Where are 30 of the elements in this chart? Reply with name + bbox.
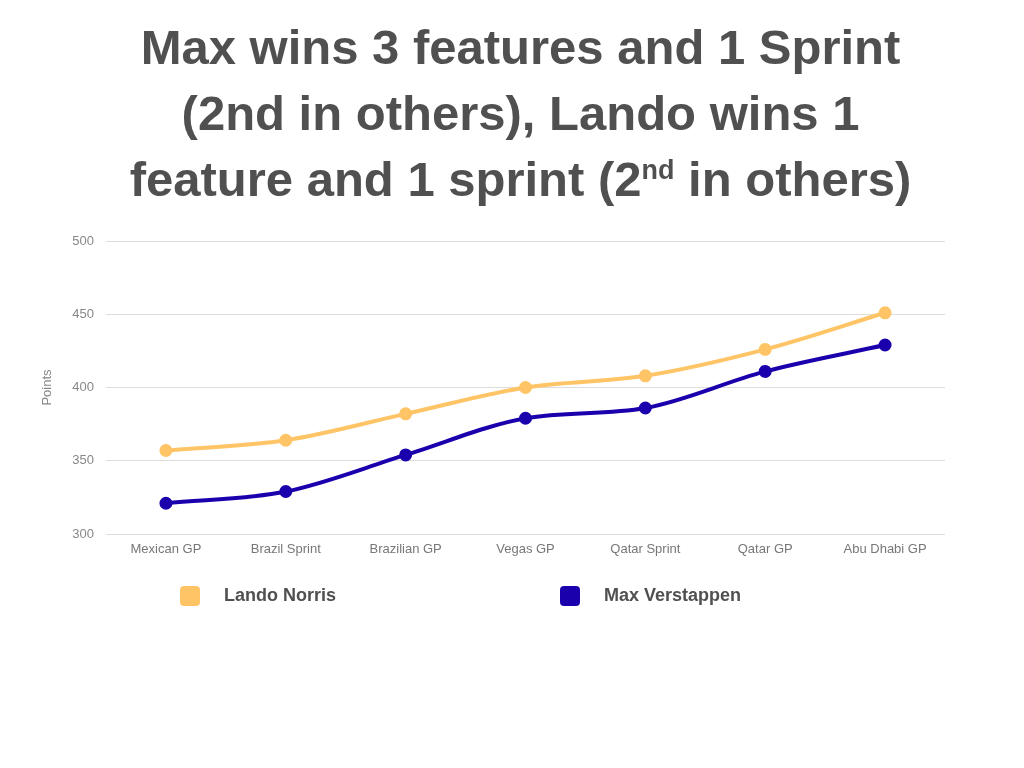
point xyxy=(399,448,413,462)
point xyxy=(279,485,293,499)
point xyxy=(638,369,652,383)
point xyxy=(399,407,413,421)
point xyxy=(519,411,532,425)
x-tick-label: Mexican GP xyxy=(130,541,202,557)
y-tick-label: 500 xyxy=(72,232,94,248)
point xyxy=(878,306,892,320)
chart-title: Max wins 3 features and 1 Sprint (2nd in others), Lando wins 1 feature and 1 sprint (2$^{nd}$ in others) xyxy=(128,19,913,208)
point xyxy=(758,342,772,356)
point xyxy=(159,444,173,457)
x-tick-label: Qatar GP xyxy=(737,541,793,557)
point xyxy=(878,338,892,352)
y-tick-label: 350 xyxy=(72,452,94,468)
y-tick-label: 300 xyxy=(72,525,94,541)
x-tick-label: Qatar Sprint xyxy=(610,541,681,557)
y-tick-label: 400 xyxy=(72,379,94,395)
x-tick-label: Brazil Sprint xyxy=(250,541,322,557)
point xyxy=(159,496,173,510)
legend-label: Lando Norris xyxy=(224,585,337,606)
y-axis-title: Points xyxy=(39,368,55,406)
point xyxy=(638,401,652,415)
point xyxy=(519,381,532,394)
x-tick-label: Vegas GP xyxy=(496,541,555,557)
point xyxy=(758,364,772,378)
y-tick-label: 450 xyxy=(72,305,94,321)
x-tick-label: Brazilian GP xyxy=(369,541,442,557)
legend-label: Max Verstappen xyxy=(604,585,742,606)
point xyxy=(279,433,293,447)
x-tick-label: Abu Dhabi GP xyxy=(843,541,927,557)
